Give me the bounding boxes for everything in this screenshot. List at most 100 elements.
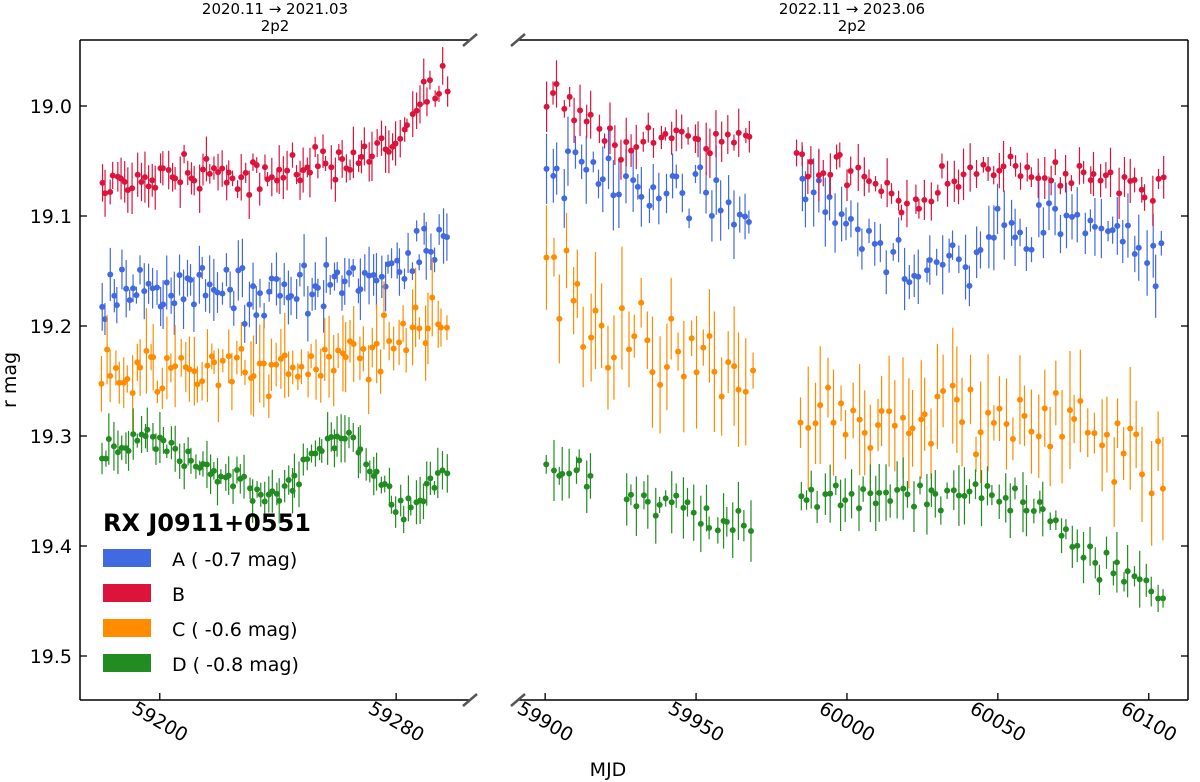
data-point [1017, 229, 1024, 236]
data-point [293, 171, 300, 178]
data-point [1148, 490, 1155, 497]
data-point [377, 368, 384, 375]
data-point [814, 503, 821, 510]
data-point [1001, 222, 1008, 229]
data-point [141, 288, 148, 295]
data-point [891, 422, 898, 429]
data-point [1036, 499, 1043, 506]
data-point [347, 166, 354, 173]
data-point [961, 492, 968, 499]
data-point [298, 363, 305, 370]
data-point [679, 189, 686, 196]
data-point [109, 172, 116, 179]
data-point [413, 227, 420, 234]
data-point [1066, 407, 1073, 414]
data-point [392, 140, 399, 147]
y-tick-label: 19.5 [30, 646, 72, 668]
data-point [617, 156, 624, 163]
data-point [688, 335, 695, 342]
data-point [937, 507, 944, 514]
data-point [803, 497, 810, 504]
data-point [125, 447, 132, 454]
data-point [145, 183, 152, 190]
data-point [163, 355, 170, 362]
data-point [878, 188, 885, 195]
data-point [369, 344, 376, 351]
data-point [1160, 595, 1167, 602]
data-point [187, 276, 194, 283]
data-point [431, 256, 438, 263]
data-point [370, 271, 377, 278]
data-point [1028, 428, 1035, 435]
data-point [281, 281, 288, 288]
data-point [906, 279, 913, 286]
data-point [250, 283, 257, 290]
data-point [1016, 396, 1023, 403]
data-point [257, 491, 264, 498]
data-point [1087, 217, 1094, 224]
data-point [401, 275, 408, 282]
data-point [928, 198, 935, 205]
data-point [196, 271, 203, 278]
legend-entry-c: C ( -0.6 mag) [103, 619, 298, 641]
data-point [842, 431, 849, 438]
data-point [837, 502, 844, 509]
data-point [1041, 405, 1048, 412]
data-point [1119, 238, 1126, 245]
data-point [386, 338, 393, 345]
data-point [615, 191, 622, 198]
data-point [416, 259, 423, 266]
data-point [405, 495, 412, 502]
data-point [842, 497, 849, 504]
data-point [1155, 595, 1162, 602]
data-point [657, 381, 664, 388]
data-point [176, 272, 183, 279]
data-point [273, 177, 280, 184]
data-point [261, 312, 268, 319]
data-point [206, 170, 213, 177]
data-point [210, 165, 217, 172]
data-point [361, 269, 368, 276]
data-point [680, 373, 687, 380]
data-point [326, 353, 333, 360]
data-point [807, 158, 814, 165]
data-point [1076, 162, 1083, 169]
data-point [388, 501, 395, 508]
data-point [572, 149, 579, 156]
data-point [1105, 228, 1112, 235]
data-point [180, 296, 187, 303]
data-point [370, 473, 377, 480]
data-point [134, 359, 141, 366]
data-point [246, 301, 253, 308]
data-point [172, 363, 179, 370]
data-point [861, 173, 868, 180]
data-point [1046, 200, 1053, 207]
data-point [1024, 164, 1031, 171]
data-point [152, 446, 159, 453]
data-point [588, 334, 595, 341]
data-point [294, 373, 301, 380]
data-point [230, 483, 237, 490]
data-point [820, 170, 827, 177]
data-point [988, 492, 995, 499]
data-point [439, 467, 446, 474]
data-point [184, 169, 191, 176]
data-point [1080, 554, 1087, 561]
data-point [1124, 568, 1131, 575]
data-point [342, 354, 349, 361]
data-point [1021, 412, 1028, 419]
data-point [390, 345, 397, 352]
data-point [1141, 194, 1148, 201]
data-point [196, 185, 203, 192]
data-point [1114, 222, 1121, 229]
data-point [256, 186, 263, 193]
x-tick-label: 60000 [815, 697, 878, 746]
data-point [206, 281, 213, 288]
data-point [729, 527, 736, 534]
data-point [1069, 213, 1076, 220]
data-point [1059, 433, 1066, 440]
data-point [381, 481, 388, 488]
data-point [1121, 173, 1128, 180]
data-point [700, 344, 707, 351]
